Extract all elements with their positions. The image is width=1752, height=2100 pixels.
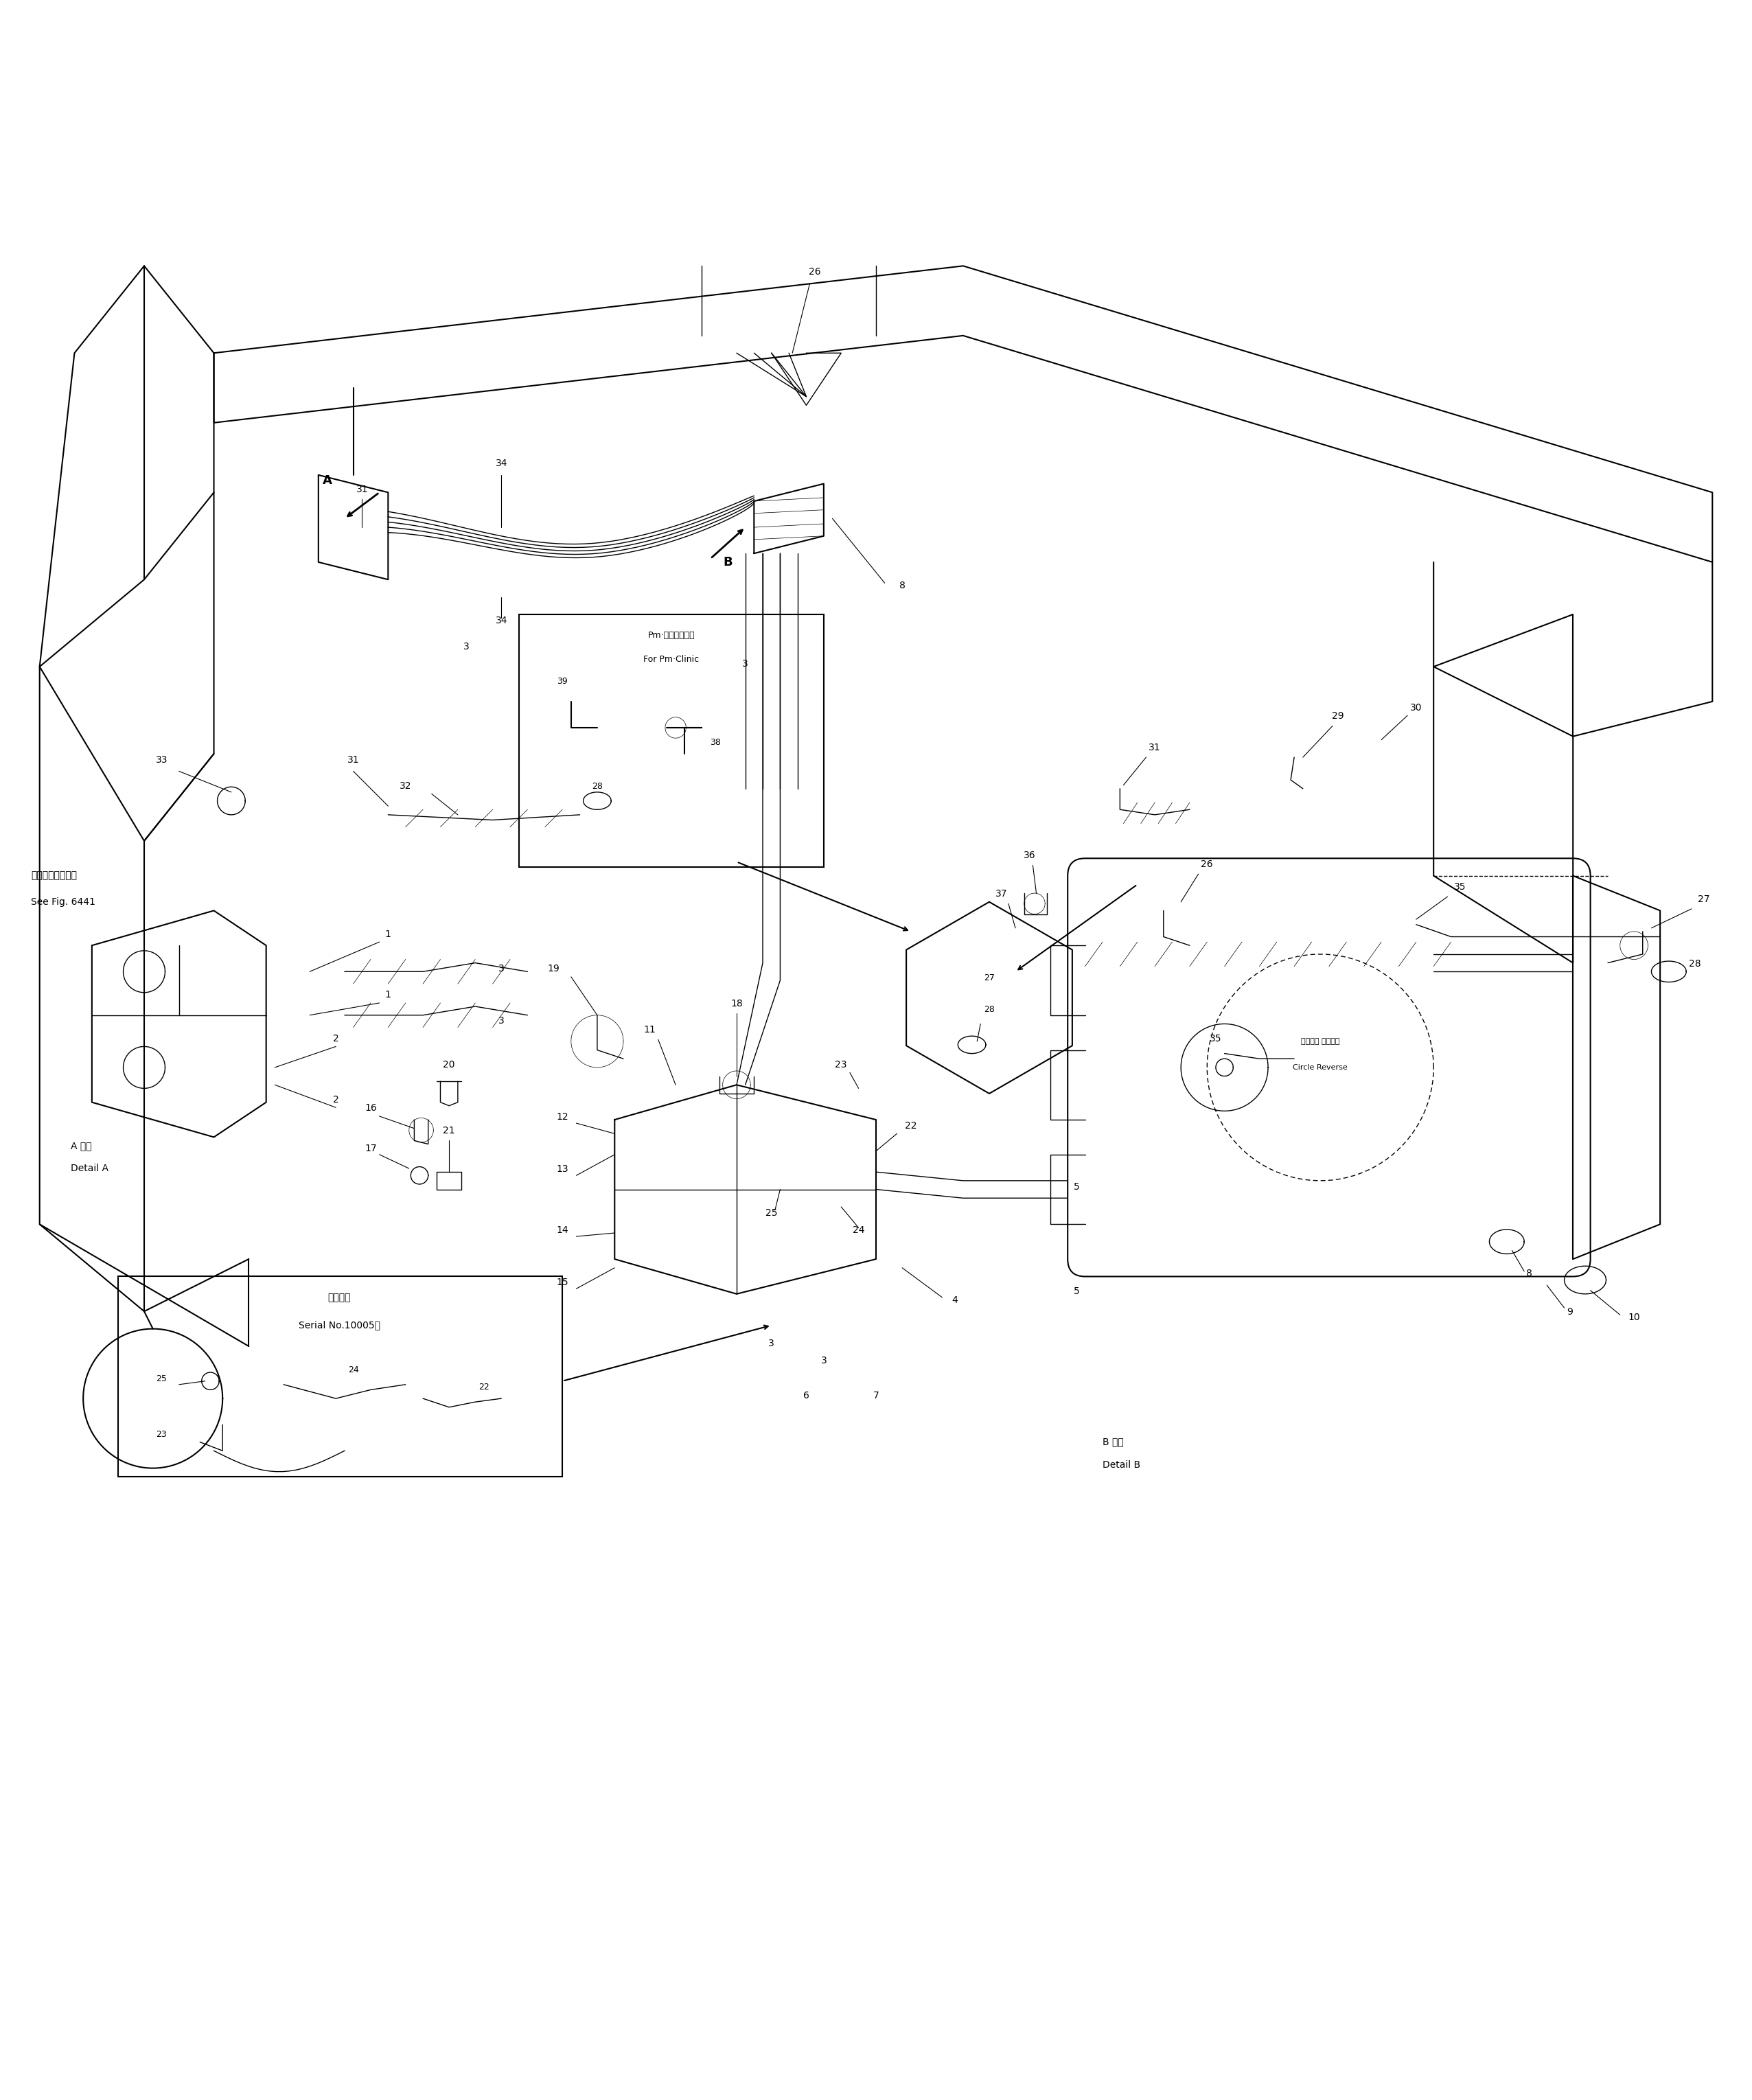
Text: 32: 32 (399, 781, 412, 792)
Text: 39: 39 (557, 676, 568, 687)
Text: 29: 29 (1332, 712, 1344, 720)
Text: 34: 34 (496, 458, 508, 468)
Text: 34: 34 (496, 615, 508, 626)
Text: Detail B: Detail B (1102, 1459, 1141, 1470)
Text: 18: 18 (731, 1000, 743, 1008)
Text: For Pm·Clinic: For Pm·Clinic (643, 655, 699, 664)
Text: 38: 38 (710, 739, 722, 748)
Text: 25: 25 (766, 1208, 778, 1218)
Text: 5: 5 (1074, 1182, 1079, 1191)
Text: 4: 4 (951, 1296, 957, 1304)
Text: 26: 26 (1202, 859, 1212, 869)
Bar (117, 1277, 562, 1476)
Text: 23: 23 (156, 1430, 166, 1438)
Text: 1: 1 (385, 928, 391, 939)
Text: 31: 31 (356, 485, 368, 493)
Text: 2: 2 (333, 1094, 338, 1105)
Text: Circle Reverse: Circle Reverse (1293, 1065, 1347, 1071)
Text: 20: 20 (443, 1060, 456, 1069)
Text: See Fig. 6441: See Fig. 6441 (32, 897, 95, 907)
Text: 3: 3 (498, 1016, 505, 1027)
Text: B 詳細: B 詳細 (1102, 1436, 1123, 1447)
Text: 31: 31 (1149, 743, 1162, 752)
Text: 3: 3 (464, 643, 470, 651)
Text: B: B (724, 556, 732, 569)
Text: 17: 17 (364, 1145, 377, 1153)
Text: 5: 5 (1074, 1287, 1079, 1296)
Text: 30: 30 (1410, 704, 1423, 712)
Text: 19: 19 (548, 964, 559, 974)
Text: 24: 24 (853, 1226, 864, 1235)
Text: 13: 13 (557, 1163, 568, 1174)
Text: 3: 3 (498, 964, 505, 974)
Text: 25: 25 (156, 1373, 166, 1384)
Text: 3: 3 (769, 1338, 774, 1348)
Text: 24: 24 (349, 1365, 359, 1373)
Text: 10: 10 (1628, 1312, 1640, 1323)
Text: サークル リバース: サークル リバース (1302, 1037, 1340, 1044)
Text: 8: 8 (899, 582, 906, 590)
Text: A: A (322, 475, 331, 487)
Text: Pm·クリニック用: Pm·クリニック用 (648, 630, 696, 640)
Text: 31: 31 (347, 756, 359, 764)
Text: 第６４４１図参照: 第６４４１図参照 (32, 872, 77, 880)
Text: 27: 27 (985, 974, 995, 983)
Text: 35: 35 (1454, 882, 1466, 892)
Text: 35: 35 (1211, 1033, 1221, 1044)
Text: 28: 28 (592, 781, 603, 792)
Text: 23: 23 (836, 1060, 848, 1069)
Text: 15: 15 (557, 1277, 568, 1287)
Text: 3: 3 (743, 659, 748, 668)
Text: 14: 14 (557, 1226, 568, 1235)
Text: 28: 28 (985, 1004, 995, 1014)
Text: 27: 27 (1698, 895, 1710, 903)
Text: Detail A: Detail A (72, 1163, 109, 1174)
Text: 12: 12 (557, 1113, 568, 1121)
Text: 21: 21 (443, 1126, 456, 1136)
Text: 28: 28 (1689, 960, 1701, 968)
Text: A 詳細: A 詳細 (72, 1140, 93, 1151)
Text: 37: 37 (995, 888, 1007, 899)
Text: 1: 1 (385, 991, 391, 1000)
Text: 16: 16 (364, 1102, 377, 1113)
Text: 33: 33 (156, 756, 168, 764)
Bar (519, 615, 823, 867)
FancyBboxPatch shape (1067, 859, 1591, 1277)
Text: 22: 22 (904, 1121, 916, 1130)
Text: Serial No.10005～: Serial No.10005～ (298, 1321, 380, 1329)
Text: 11: 11 (643, 1025, 655, 1035)
Text: 8: 8 (1526, 1268, 1533, 1279)
Text: 3: 3 (820, 1357, 827, 1365)
Text: 26: 26 (809, 267, 822, 277)
Text: 2: 2 (333, 1033, 338, 1044)
Text: 適用号機: 適用号機 (328, 1294, 350, 1302)
Text: 6: 6 (802, 1390, 809, 1401)
Text: 36: 36 (1023, 850, 1035, 861)
Text: 22: 22 (478, 1384, 489, 1392)
Text: 9: 9 (1566, 1308, 1573, 1317)
Text: 7: 7 (872, 1390, 880, 1401)
